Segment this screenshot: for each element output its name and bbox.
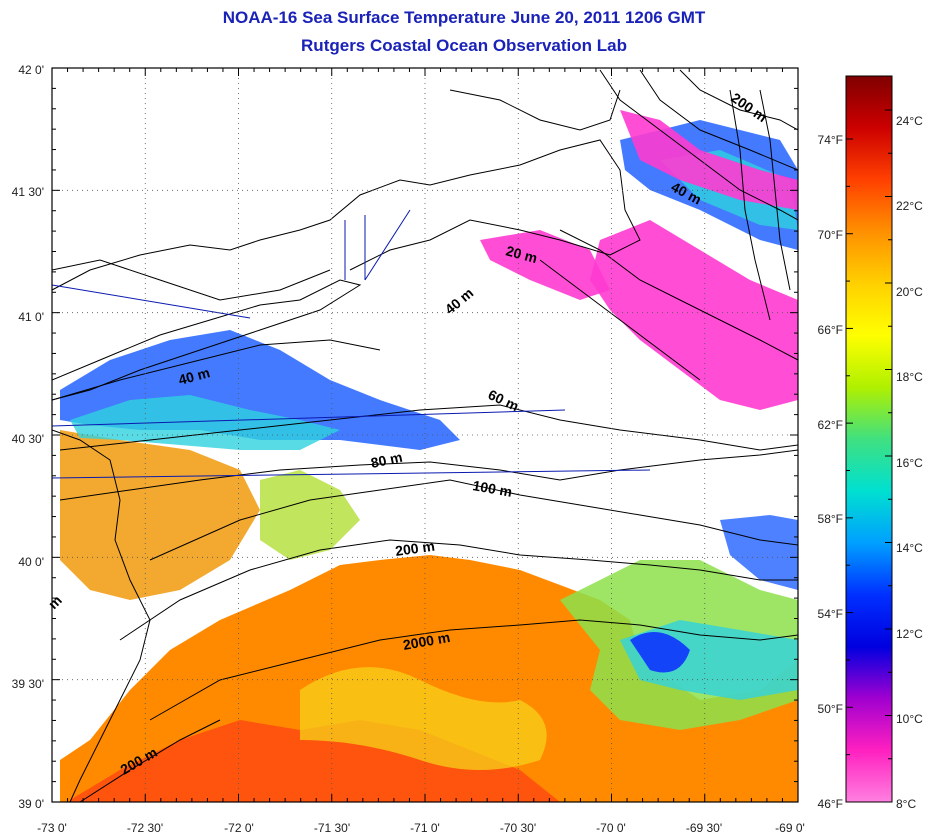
celsius-label: 18°C — [896, 370, 923, 384]
track-lines — [52, 209, 651, 479]
celsius-label: 16°C — [896, 456, 923, 470]
celsius-label: 20°C — [896, 285, 923, 299]
contour-100m — [149, 479, 798, 561]
yellow-water-region — [300, 667, 547, 770]
lat-label: 40 0' — [18, 555, 44, 569]
lon-label: -69 0' — [775, 821, 805, 835]
contour-gom-6 — [759, 89, 791, 291]
depth-label: 100 m — [471, 477, 513, 500]
lon-label: -73 0' — [37, 821, 67, 835]
lat-label: 39 30' — [12, 677, 44, 691]
fahrenheit-label: 62°F — [818, 418, 843, 432]
coastline-north — [52, 139, 641, 291]
track-line-3 — [52, 284, 251, 319]
fahrenheit-label: 46°F — [818, 797, 843, 811]
contour-gom-1 — [599, 69, 798, 221]
lon-label: -70 0' — [596, 821, 626, 835]
fahrenheit-label: 70°F — [818, 228, 843, 242]
contour-gom-3 — [679, 69, 798, 131]
cold-pink-region-3 — [620, 110, 798, 210]
lon-label: -72 0' — [224, 821, 254, 835]
colorbar-celsius-labels: 24°C 22°C 20°C 18°C 16°C 14°C 12°C 10°C … — [896, 114, 923, 811]
contour-gom-5 — [539, 259, 701, 381]
track-line-2 — [52, 469, 651, 479]
cold-pink-region-2 — [480, 230, 610, 300]
colorbar-fahrenheit-labels: 74°F 70°F 66°F 62°F 58°F 54°F 50°F 46°F — [818, 133, 843, 811]
track-line-1 — [52, 409, 566, 427]
contour-gom-2 — [639, 69, 798, 171]
depth-label: 40 m — [177, 364, 212, 388]
contour-inner-1 — [52, 259, 331, 301]
fahrenheit-label: 54°F — [818, 607, 843, 621]
lon-label: -69 30' — [686, 821, 722, 835]
lat-label: 41 30' — [12, 185, 44, 199]
cold-pink-region-1 — [590, 220, 798, 410]
celsius-label: 8°C — [896, 797, 916, 811]
lat-label: 41 0' — [18, 310, 44, 324]
contour-2000m — [149, 619, 798, 721]
celsius-label: 14°C — [896, 541, 923, 555]
mid-shelf-green-region — [260, 470, 360, 560]
lon-label: -72 30' — [127, 821, 163, 835]
frame-ticks — [51, 67, 799, 803]
eddy-blue-region — [630, 632, 690, 673]
contour-200m-sw — [79, 719, 221, 802]
contour-80m — [59, 449, 798, 501]
colorbar-ticks — [846, 109, 892, 803]
contour-gom-7 — [729, 89, 771, 321]
depth-label: 60 m — [486, 386, 522, 414]
colorbar — [845, 75, 893, 803]
depth-label: m — [45, 592, 65, 612]
celsius-label: 22°C — [896, 199, 923, 213]
celsius-label: 24°C — [896, 114, 923, 128]
lat-label: 39 0' — [18, 797, 44, 811]
fahrenheit-label: 58°F — [818, 512, 843, 526]
latitude-labels: 42 0' 41 30' 41 0' 40 30' 40 0' 39 30' 3… — [12, 63, 44, 811]
nj-coast — [52, 429, 151, 802]
lat-label: 42 0' — [18, 63, 44, 77]
lon-label: -71 0' — [410, 821, 440, 835]
lat-label: 40 30' — [12, 432, 44, 446]
celsius-label: 10°C — [896, 712, 923, 726]
map-title: NOAA-16 Sea Surface Temperature June 20,… — [222, 8, 706, 27]
contour-200m — [119, 539, 798, 641]
depth-label: 80 m — [369, 449, 404, 471]
shelf-cyan-region — [70, 395, 340, 450]
fahrenheit-label: 50°F — [818, 702, 843, 716]
contour-40m-south — [52, 339, 381, 401]
contours — [52, 69, 798, 802]
southeast-blue-region — [720, 515, 798, 590]
sst-field — [60, 110, 798, 802]
longitude-labels: -73 0' -72 30' -72 0' -71 30' -71 0' -70… — [37, 821, 805, 835]
depth-label: 200 m — [394, 538, 436, 559]
track-line-6 — [364, 209, 411, 281]
map-subtitle: Rutgers Coastal Ocean Observation Lab — [301, 36, 627, 55]
contour-inner-2 — [449, 89, 621, 131]
fahrenheit-label: 74°F — [818, 133, 843, 147]
depth-label: 40 m — [442, 285, 477, 318]
contour-60m — [59, 404, 798, 451]
fahrenheit-label: 66°F — [818, 323, 843, 337]
lon-label: -70 30' — [500, 821, 536, 835]
lon-label: -71 30' — [314, 821, 350, 835]
long-island — [52, 279, 362, 401]
contour-gom-4 — [559, 229, 798, 361]
depth-label: 20 m — [504, 242, 539, 266]
celsius-label: 12°C — [896, 627, 923, 641]
shelf-warm-region — [60, 430, 260, 600]
